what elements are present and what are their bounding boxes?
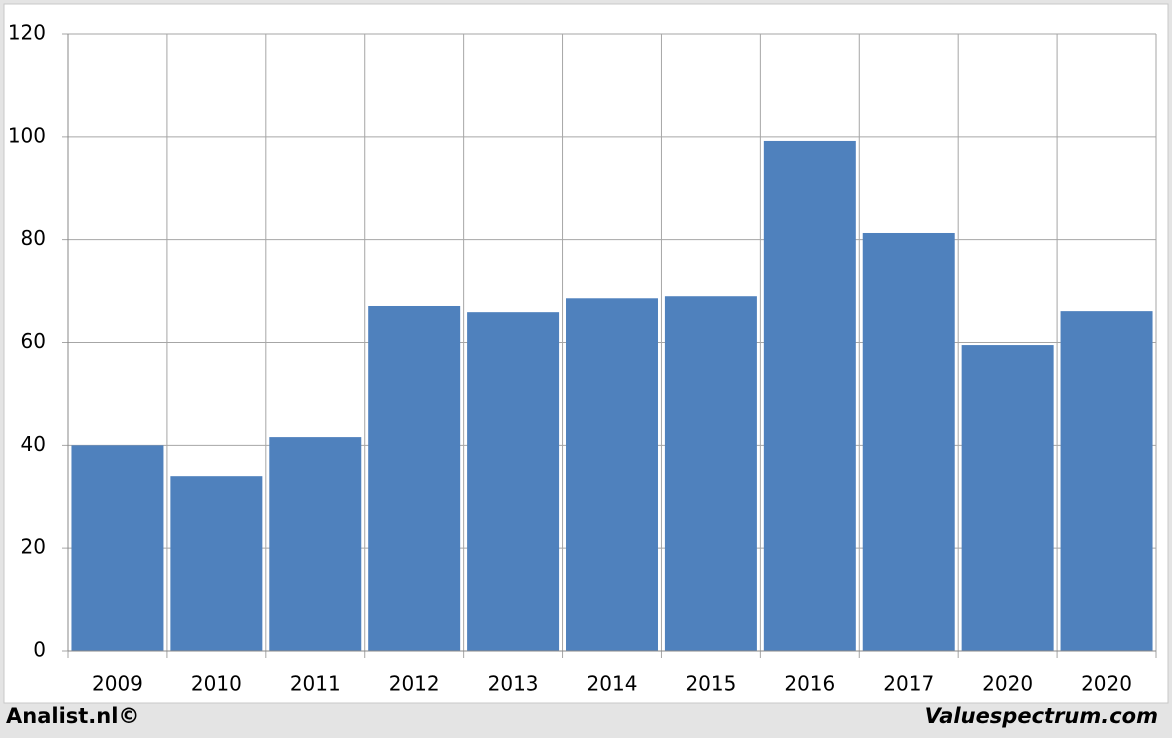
x-tick-label: 2012 bbox=[389, 672, 440, 696]
bar bbox=[467, 312, 560, 651]
x-tick-label: 2014 bbox=[587, 672, 638, 696]
y-tick-label: 0 bbox=[33, 638, 46, 662]
y-tick-label: 40 bbox=[21, 432, 46, 456]
y-tick-label: 20 bbox=[21, 535, 46, 559]
bar bbox=[71, 445, 164, 651]
bar bbox=[862, 232, 955, 652]
y-tick-label: 80 bbox=[21, 226, 46, 250]
bar bbox=[269, 437, 362, 651]
x-tick-label: 2010 bbox=[191, 672, 242, 696]
x-tick-label: 2020 bbox=[1081, 672, 1132, 696]
bar bbox=[961, 345, 1054, 651]
bar bbox=[170, 476, 263, 651]
x-tick-label: 2020 bbox=[982, 672, 1033, 696]
bar bbox=[664, 296, 757, 651]
y-tick-label: 60 bbox=[21, 329, 46, 353]
footer-left: Analist.nl© bbox=[6, 704, 139, 728]
x-tick-label: 2013 bbox=[488, 672, 539, 696]
x-tick-label: 2017 bbox=[883, 672, 934, 696]
x-tick-label: 2009 bbox=[92, 672, 143, 696]
x-tick-label: 2016 bbox=[784, 672, 835, 696]
y-tick-label: 120 bbox=[8, 21, 46, 45]
x-tick-label: 2015 bbox=[685, 672, 736, 696]
bar bbox=[1060, 311, 1153, 651]
footer-right: Valuespectrum.com bbox=[925, 704, 1158, 728]
bar bbox=[368, 305, 461, 651]
y-tick-label: 100 bbox=[8, 123, 46, 147]
x-tick-label: 2011 bbox=[290, 672, 341, 696]
bar bbox=[763, 140, 856, 652]
bar bbox=[566, 298, 658, 651]
